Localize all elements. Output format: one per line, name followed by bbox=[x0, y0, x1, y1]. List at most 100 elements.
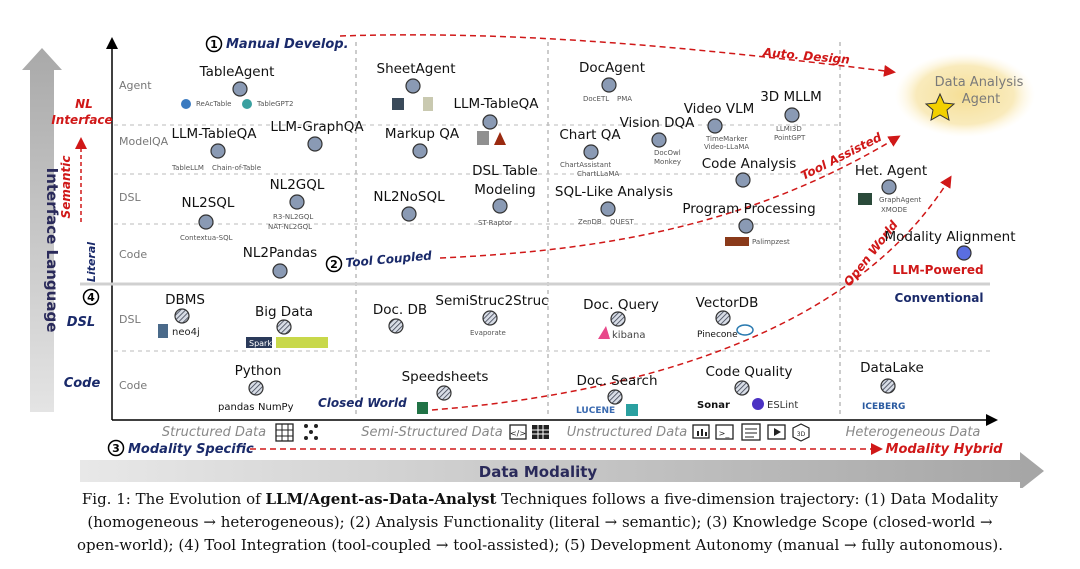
nl-interface-label-line2: Interface bbox=[51, 113, 112, 127]
node-llm-tableqa-left[interactable] bbox=[210, 143, 226, 159]
y-axis-title: Interface Language bbox=[43, 168, 61, 333]
node-label-doc-db: Doc. DB bbox=[373, 302, 427, 318]
node-big-data[interactable] bbox=[276, 319, 292, 335]
spark-logo-icon bbox=[246, 337, 272, 348]
node-sub-kibana: kibana bbox=[612, 330, 646, 341]
star-icon bbox=[924, 92, 956, 121]
manual-develop-label: Manual Develop. bbox=[226, 37, 349, 52]
node-label-tableagent: TableAgent bbox=[199, 64, 275, 80]
caption-line-1: Fig. 1: The Evolution of LLM/Agent-as-Da… bbox=[0, 488, 1080, 511]
node-sub-nat-nl2gql: NAT-NL2GQL bbox=[268, 223, 312, 231]
node-llm-tableqa-right[interactable] bbox=[482, 114, 498, 130]
node-vision-dqa[interactable] bbox=[651, 132, 667, 148]
node-markup-qa[interactable] bbox=[412, 143, 428, 159]
dsl-side-label: DSL bbox=[67, 315, 95, 330]
node-datalake[interactable] bbox=[880, 378, 896, 394]
node-het-agent[interactable] bbox=[881, 179, 897, 195]
node-tableagent[interactable] bbox=[232, 81, 248, 97]
node-label-code-analysis: Code Analysis bbox=[702, 156, 796, 172]
node-doc-search[interactable] bbox=[607, 389, 623, 405]
node-nl2sql[interactable] bbox=[198, 214, 214, 230]
row-label-dsl-upper: DSL bbox=[119, 191, 141, 204]
node-label-docagent: DocAgent bbox=[579, 60, 645, 76]
node-sub-evaporate: Evaporate bbox=[470, 329, 506, 337]
node-nl2nosql[interactable] bbox=[401, 206, 417, 222]
node-label-vision-dqa: Vision DQA bbox=[620, 115, 696, 131]
eslint-logo-icon bbox=[752, 398, 764, 410]
node-docagent[interactable] bbox=[601, 77, 617, 93]
node-doc-query[interactable] bbox=[610, 311, 626, 327]
node-code-quality[interactable] bbox=[734, 380, 750, 396]
node-sub-sonar: Sonar bbox=[697, 400, 730, 411]
caption-line-2: (homogeneous → heterogeneous); (2) Analy… bbox=[87, 513, 993, 531]
node-label-dsl-table: DSL Table bbox=[472, 163, 538, 179]
tool-coupled-label: Tool Coupled bbox=[345, 248, 433, 270]
node-video-vlm[interactable] bbox=[707, 118, 723, 134]
sheetagent-figure-icon bbox=[423, 97, 433, 111]
closed-world-label: Closed World bbox=[318, 396, 407, 410]
node-label-dbms: DBMS bbox=[165, 292, 205, 308]
caption-prefix: Fig. 1: The Evolution of bbox=[81, 490, 266, 508]
node-dbms[interactable] bbox=[174, 308, 190, 324]
dbms-logo-icon bbox=[158, 324, 168, 338]
node-label-modality-alignment: Modality Alignment bbox=[885, 229, 1016, 245]
node-sub-chartassistant: ChartAssistant bbox=[560, 161, 611, 169]
node-nl2pandas[interactable] bbox=[272, 263, 288, 279]
llm-powered-label: LLM-Powered bbox=[892, 263, 983, 277]
node-code-analysis[interactable] bbox=[735, 172, 751, 188]
llm-tableqa-logo-icon-2 bbox=[494, 132, 506, 145]
palimpzest-logo-icon bbox=[725, 237, 749, 246]
node-sub-pinecone: Pinecone bbox=[697, 330, 738, 340]
auto-design-label: Auto. Design bbox=[761, 45, 850, 67]
nl-interface-label-line1: NL bbox=[75, 97, 93, 111]
node-modality-alignment[interactable] bbox=[956, 245, 972, 261]
node-sub-st-raptor: ST-Raptor bbox=[478, 219, 512, 227]
node-sub-chartllama: ChartLLaMA bbox=[577, 170, 619, 178]
node-speedsheets[interactable] bbox=[436, 385, 452, 401]
flink-logo-icon bbox=[276, 337, 328, 348]
node-python[interactable] bbox=[248, 380, 264, 396]
node-vectordb[interactable] bbox=[715, 310, 731, 326]
node-semistruc2struc[interactable] bbox=[482, 310, 498, 326]
video-icon bbox=[767, 424, 786, 440]
knowledge-scope-arrow bbox=[431, 175, 952, 411]
node-label-llm-tableqa-left: LLM-TableQA bbox=[171, 126, 257, 142]
elastic-logo-icon bbox=[626, 404, 638, 416]
target-label-line2: Agent bbox=[962, 92, 1000, 107]
node-sub-iceberg: ICEBERG bbox=[862, 402, 905, 412]
node-3d-mllm[interactable] bbox=[784, 107, 800, 123]
column-label-structured: Structured Data bbox=[162, 425, 266, 440]
node-label-3d-mllm: 3D MLLM bbox=[760, 89, 822, 105]
kibana-logo-icon bbox=[598, 326, 610, 339]
node-sub-llmi3d: LLMI3D bbox=[776, 125, 802, 133]
node-label-nl2sql: NL2SQL bbox=[182, 195, 235, 211]
tool-integration-arrow bbox=[439, 135, 901, 259]
x-axis-title: Data Modality bbox=[479, 463, 598, 481]
node-sub-neo4j: neo4j bbox=[172, 327, 200, 338]
column-label-semi-structured: Semi-Structured Data bbox=[361, 425, 502, 440]
node-doc-db[interactable] bbox=[388, 318, 404, 334]
node-chart-qa[interactable] bbox=[583, 144, 599, 160]
node-label-nl2pandas: NL2Pandas bbox=[243, 245, 317, 261]
table-grid-icon bbox=[275, 423, 294, 442]
reactable-logo-icon bbox=[181, 99, 191, 109]
caption-suffix: Techniques follows a five-dimension traj… bbox=[496, 490, 999, 508]
column-label-unstructured: Unstructured Data bbox=[567, 425, 687, 440]
row-label-code-upper: Code bbox=[119, 248, 147, 261]
node-sub-pandas: pandas bbox=[218, 402, 255, 413]
llm-tableqa-logo-icon bbox=[477, 131, 489, 145]
node-sub-graphagent: GraphAgent bbox=[879, 196, 921, 204]
target-label-line1: Data Analysis bbox=[935, 75, 1024, 90]
node-dsl-table-modeling[interactable] bbox=[492, 198, 508, 214]
column-label-heterogeneous: Heterogeneous Data bbox=[846, 425, 981, 440]
node-program-processing[interactable] bbox=[738, 218, 754, 234]
node-sql-like-analysis[interactable] bbox=[600, 201, 616, 217]
node-sub-tablegpt2: TableGPT2 bbox=[256, 100, 293, 108]
node-sheetagent[interactable] bbox=[405, 78, 421, 94]
node-label-datalake: DataLake bbox=[860, 360, 924, 376]
node-sub-monkey: Monkey bbox=[654, 158, 681, 166]
node-label-llm-graphqa: LLM-GraphQA bbox=[270, 119, 364, 135]
node-llm-graphqa[interactable] bbox=[307, 136, 323, 152]
node-nl2gql[interactable] bbox=[289, 194, 305, 210]
